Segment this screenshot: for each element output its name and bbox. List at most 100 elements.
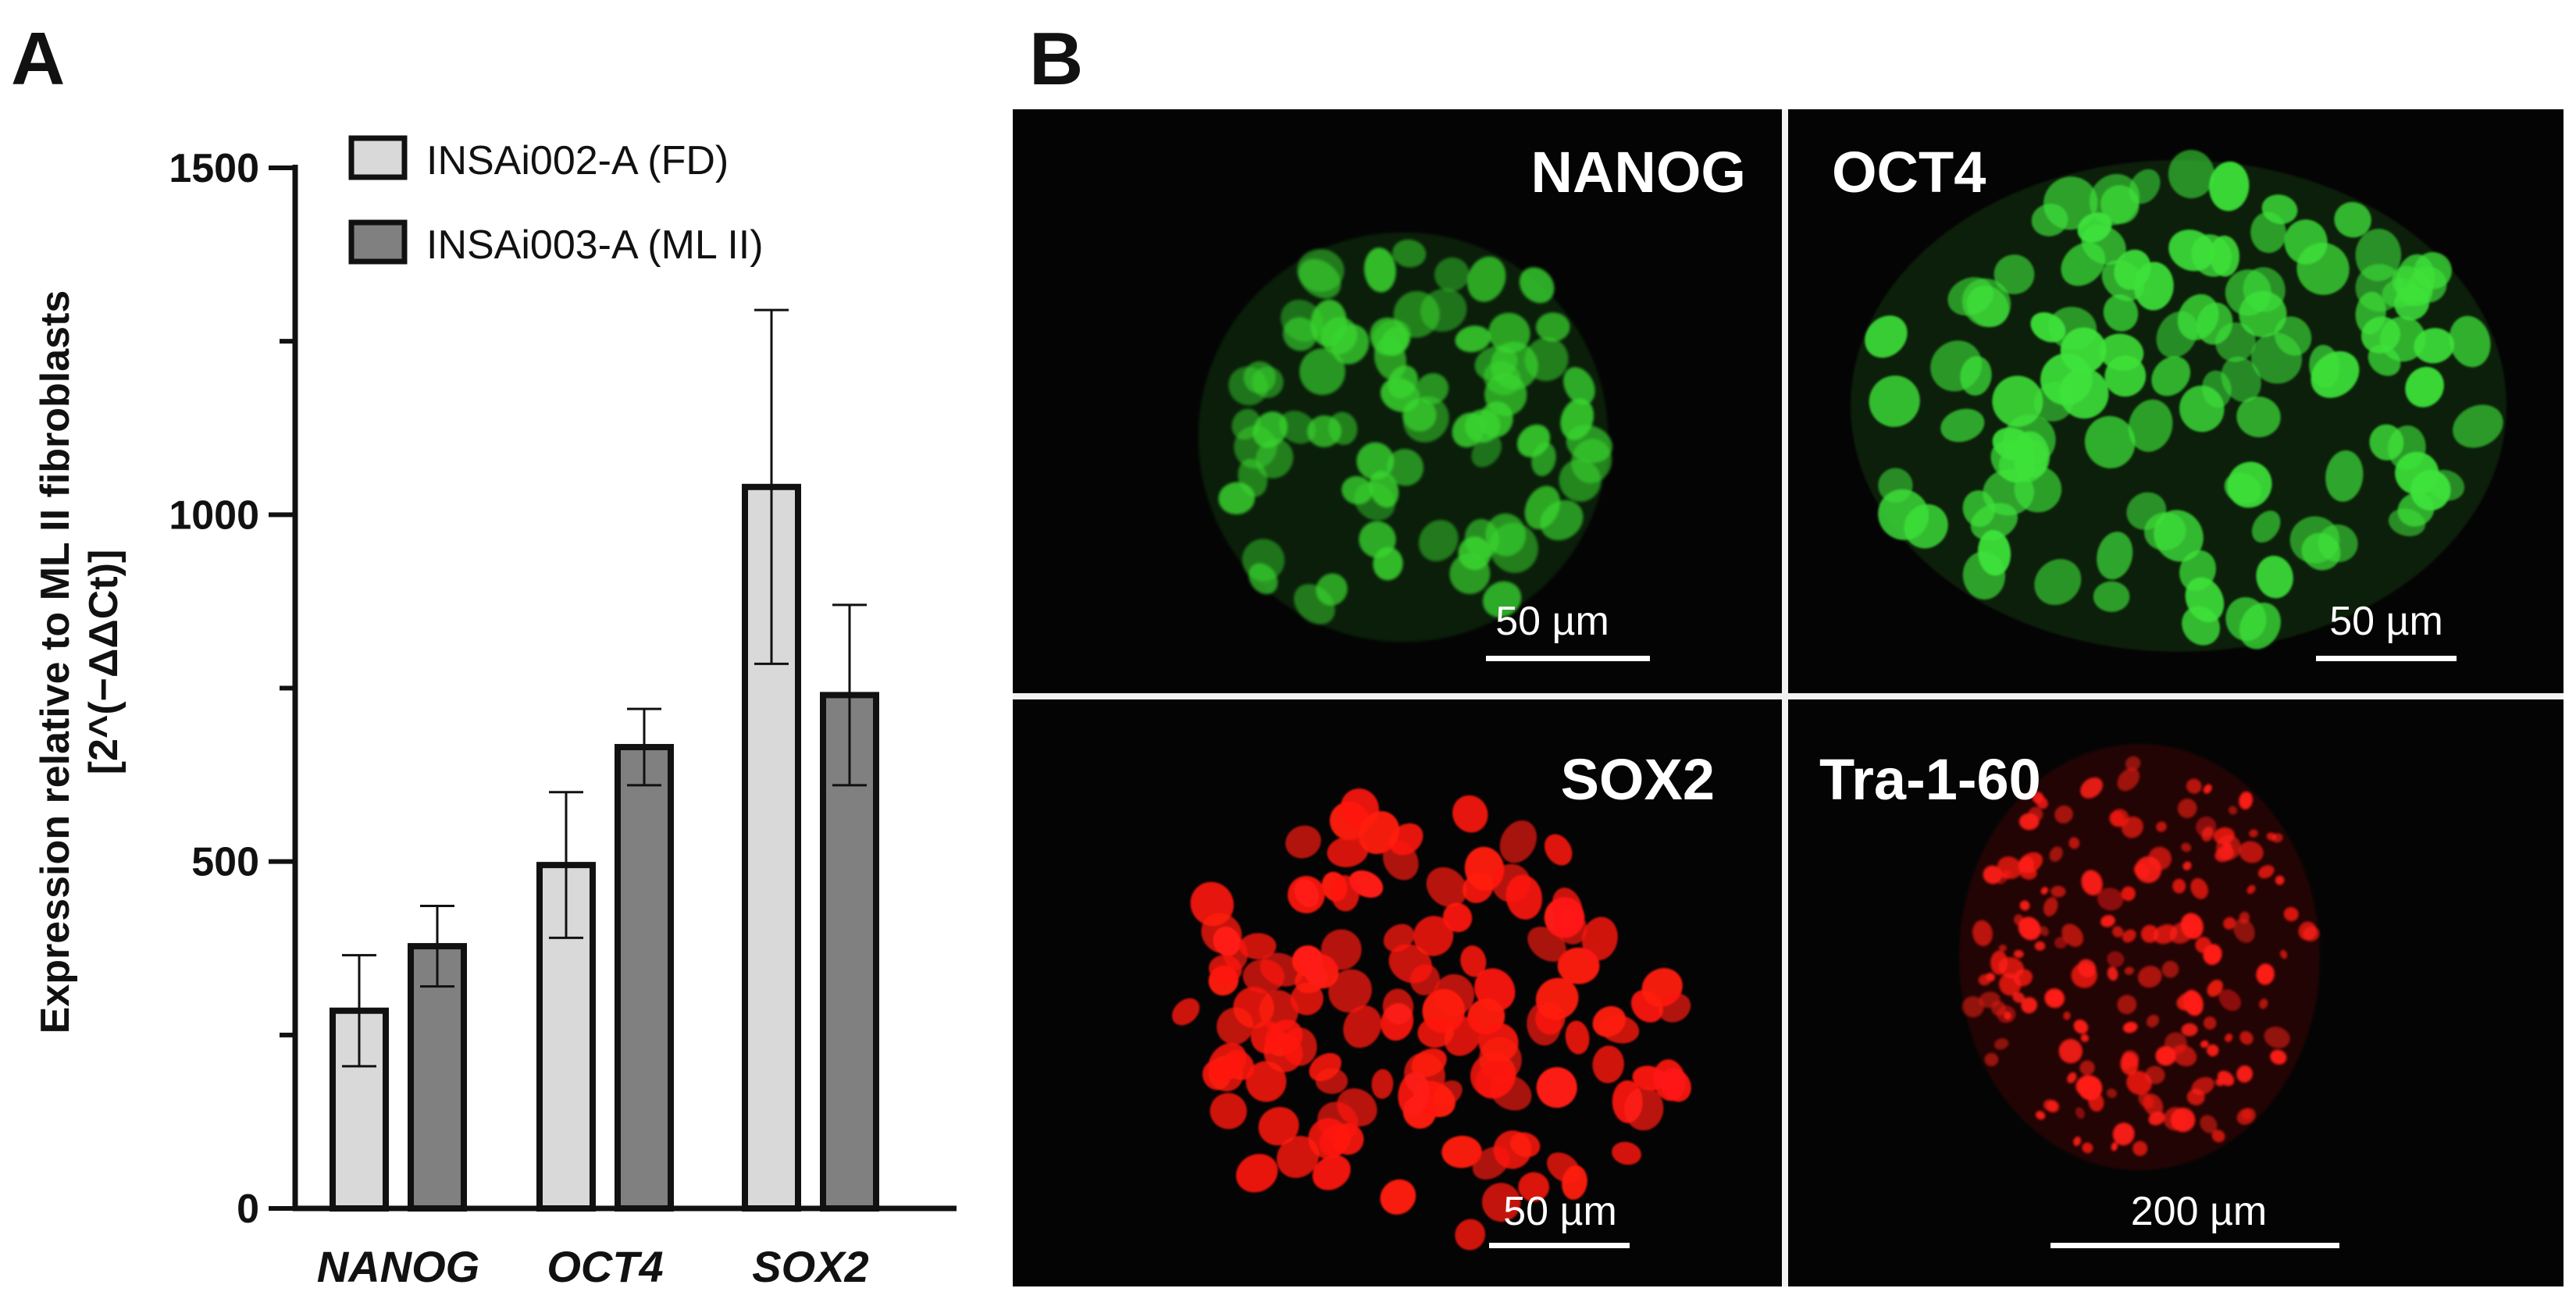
x-tick-label: SOX2 bbox=[752, 1242, 868, 1291]
cell-nucleus bbox=[1243, 361, 1277, 394]
cell-nucleus bbox=[1612, 1080, 1643, 1123]
cell-nucleus bbox=[1316, 573, 1348, 606]
cell-nucleus bbox=[1285, 825, 1321, 859]
tra-1-60-scale-label: 200 µm bbox=[2130, 1189, 2268, 1234]
x-tick-label: NANOG bbox=[317, 1242, 479, 1291]
cell-nucleus bbox=[2080, 777, 2104, 799]
cell-nucleus bbox=[1309, 1052, 1341, 1082]
cell-nucleus bbox=[1442, 902, 1473, 933]
cell-nucleus bbox=[2100, 185, 2140, 224]
cell-nucleus bbox=[1460, 945, 1487, 977]
cell-nucleus bbox=[2143, 1093, 2164, 1117]
cell-nucleus bbox=[1363, 247, 1396, 293]
cell-nucleus bbox=[2209, 235, 2240, 277]
cell-nucleus bbox=[2013, 949, 2024, 959]
cell-nucleus bbox=[2283, 907, 2299, 922]
micrograph-sox2: SOX2 50 µm bbox=[1013, 699, 1782, 1286]
cell-nucleus bbox=[2169, 922, 2194, 944]
cell-nucleus bbox=[2239, 841, 2264, 863]
cell-nucleus bbox=[2251, 511, 2281, 543]
nanog-cells bbox=[1198, 232, 1613, 642]
cell-nucleus bbox=[2355, 291, 2386, 335]
cell-nucleus bbox=[1485, 513, 1527, 557]
cell-nucleus bbox=[2170, 1107, 2196, 1133]
cell-nucleus bbox=[2137, 966, 2162, 988]
cell-nucleus bbox=[2172, 878, 2186, 894]
cell-nucleus bbox=[1388, 944, 1433, 984]
cell-nucleus bbox=[2239, 791, 2253, 810]
cell-nucleus bbox=[2030, 312, 2066, 343]
cell-nucleus bbox=[2043, 897, 2058, 916]
cell-nucleus bbox=[1171, 998, 1200, 1026]
cell-nucleus bbox=[2215, 322, 2256, 362]
cell-nucleus bbox=[2111, 1142, 2118, 1151]
nanog-label: NANOG bbox=[1530, 140, 1746, 205]
cell-cluster bbox=[1959, 744, 2320, 1170]
sox2-cells bbox=[1171, 788, 1691, 1251]
cell-nucleus bbox=[1307, 415, 1341, 447]
cell-nucleus bbox=[2028, 806, 2043, 822]
cell-nucleus bbox=[2080, 1034, 2090, 1042]
cell-nucleus bbox=[2112, 926, 2124, 938]
cell-nucleus bbox=[1449, 553, 1491, 594]
cell-nucleus bbox=[2221, 356, 2261, 403]
sox2-scale-bar bbox=[1489, 1243, 1630, 1248]
cell-cluster bbox=[1171, 788, 1691, 1251]
cell-nucleus bbox=[1464, 846, 1505, 891]
cell-nucleus bbox=[1248, 563, 1278, 595]
nanog-scale-label: 50 µm bbox=[1495, 599, 1609, 644]
cell-nucleus bbox=[1977, 529, 2011, 576]
cell-nucleus bbox=[2133, 863, 2150, 878]
cell-nucleus bbox=[1208, 1042, 1247, 1081]
cell-nucleus bbox=[2177, 799, 2197, 818]
cell-nucleus bbox=[2427, 469, 2465, 501]
cell-nucleus bbox=[2225, 1034, 2233, 1042]
cell-nucleus bbox=[1263, 1032, 1303, 1073]
cell-nucleus bbox=[2101, 260, 2145, 301]
cell-nucleus bbox=[2397, 493, 2435, 527]
cell-nucleus bbox=[2181, 842, 2192, 852]
cell-nucleus bbox=[2168, 150, 2214, 198]
cell-nucleus bbox=[2040, 353, 2093, 406]
cell-nucleus bbox=[2063, 1011, 2071, 1020]
cell-nucleus bbox=[2213, 827, 2235, 845]
cell-nucleus bbox=[2054, 805, 2073, 824]
cell-nucleus bbox=[1592, 1045, 1624, 1084]
cell-nucleus bbox=[1213, 926, 1241, 956]
cell-nucleus bbox=[1972, 920, 1993, 947]
cell-nucleus bbox=[2047, 1100, 2060, 1113]
cell-nucleus bbox=[1455, 326, 1491, 353]
cell-nucleus bbox=[2079, 1060, 2095, 1076]
cell-nucleus bbox=[2071, 963, 2097, 988]
cell-nucleus bbox=[2301, 532, 2341, 571]
cell-nucleus bbox=[2207, 1044, 2219, 1057]
cell-nucleus bbox=[2181, 1023, 2198, 1037]
cell-nucleus bbox=[2075, 1075, 2098, 1096]
cell-nucleus bbox=[2405, 366, 2444, 407]
cell-nucleus bbox=[1356, 442, 1395, 480]
cell-nucleus bbox=[2093, 581, 2130, 612]
cell-nucleus bbox=[1481, 1183, 1521, 1222]
cell-nucleus bbox=[2148, 846, 2172, 870]
cell-nucleus bbox=[1978, 974, 1991, 986]
cell-nucleus bbox=[2453, 404, 2503, 448]
cell-nucleus bbox=[1658, 993, 1691, 1023]
cell-nucleus bbox=[1499, 820, 1537, 863]
cell-nucleus bbox=[2081, 870, 2103, 896]
micrograph-oct4: OCT4 50 µm bbox=[1788, 109, 2564, 693]
oct4-cells bbox=[1851, 150, 2507, 652]
y-axis-label: Expression relative to ML II fibroblasts… bbox=[33, 290, 126, 1034]
cell-nucleus bbox=[1321, 871, 1348, 902]
sox2-scale-label: 50 µm bbox=[1503, 1189, 1617, 1234]
cell-nucleus bbox=[2128, 399, 2173, 452]
cell-nucleus bbox=[2186, 778, 2202, 794]
cell-nucleus bbox=[1294, 878, 1320, 908]
cell-nucleus bbox=[2190, 877, 2208, 899]
cell-nucleus bbox=[1592, 1005, 1626, 1037]
cell-nucleus bbox=[2218, 989, 2241, 1011]
cell-nucleus bbox=[2236, 1108, 2256, 1125]
cell-nucleus bbox=[2259, 998, 2268, 1009]
cell-nucleus bbox=[2097, 532, 2133, 580]
cell-nucleus bbox=[1471, 435, 1502, 468]
oct4-label: OCT4 bbox=[1832, 140, 1986, 205]
